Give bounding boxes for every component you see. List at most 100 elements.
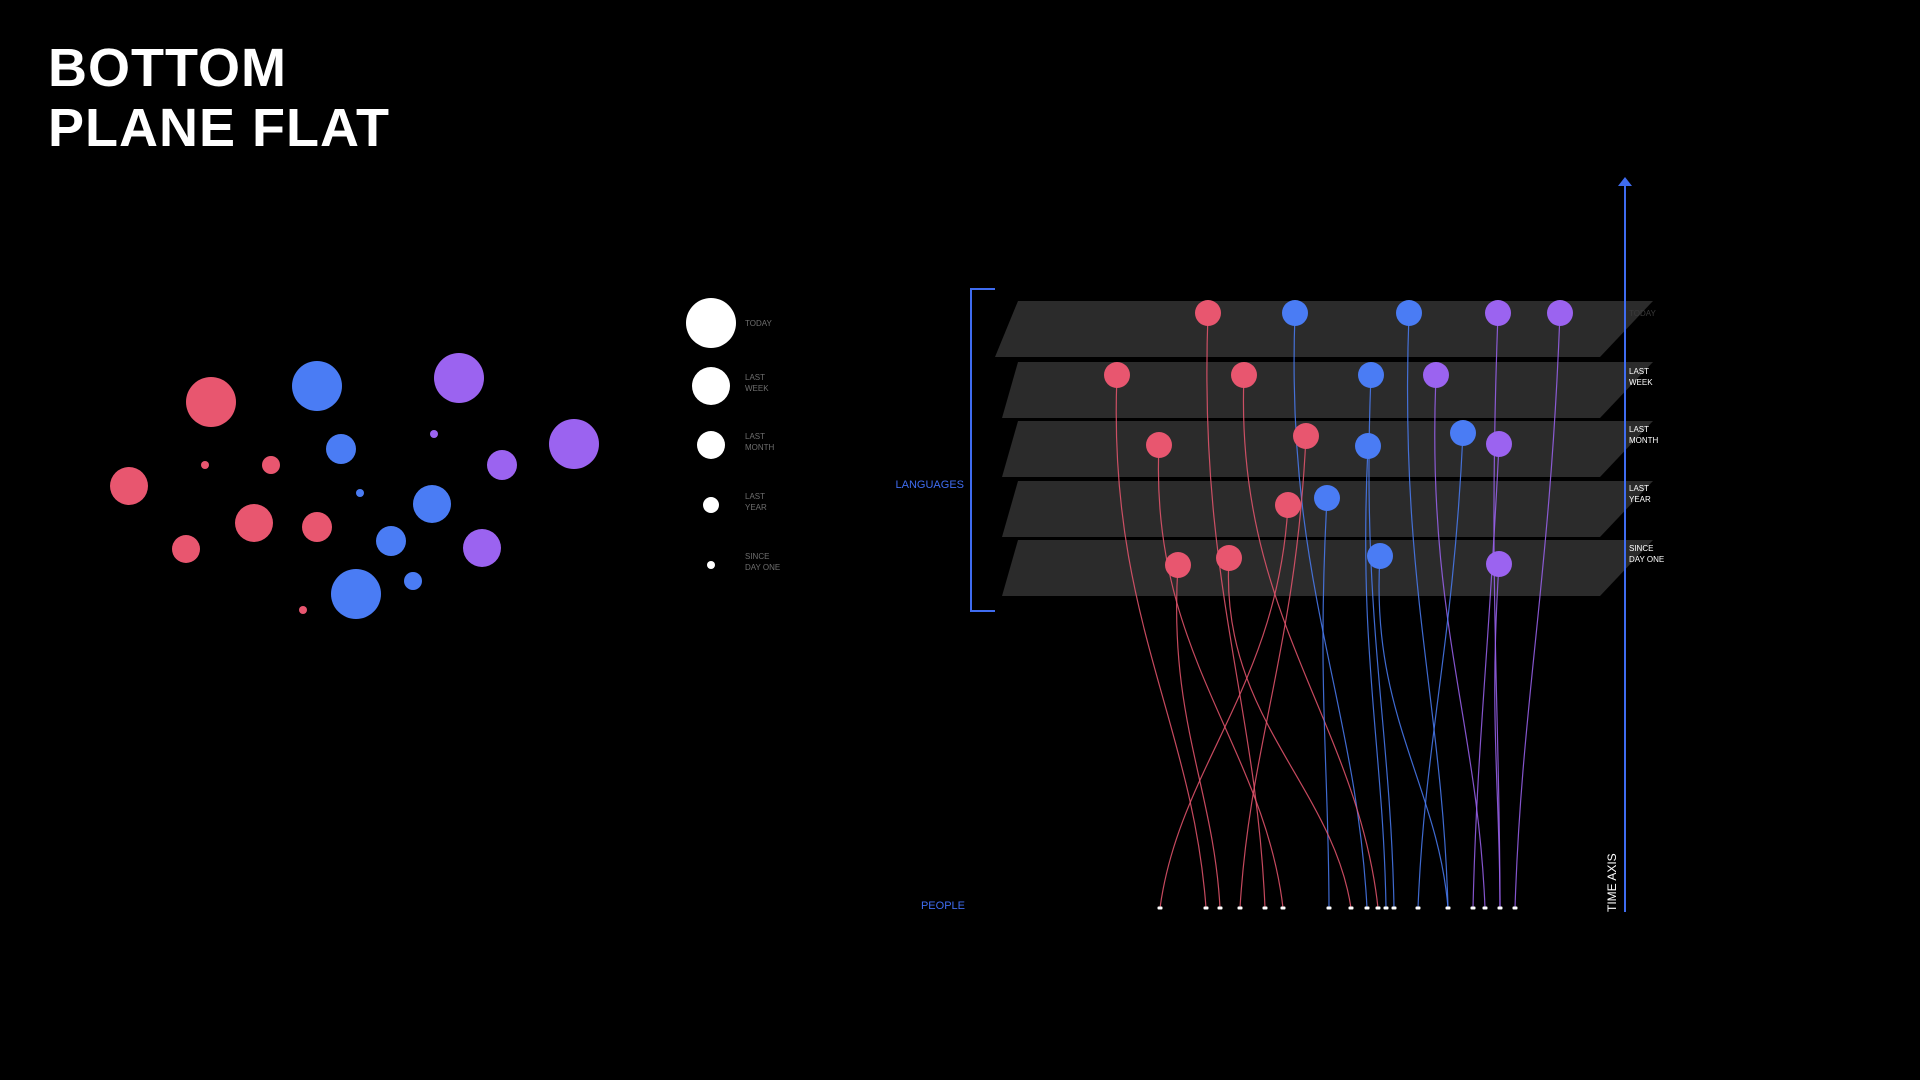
connection-line [1239, 435, 1307, 909]
bubble [376, 526, 406, 556]
plane-label: SINCE [1629, 544, 1653, 553]
language-node [1275, 492, 1301, 518]
plane-label: LAST [1629, 484, 1649, 493]
language-node [1216, 545, 1242, 571]
bubble [292, 361, 342, 411]
page-title: BOTTOM PLANE FLAT [48, 38, 390, 158]
bubble [404, 572, 422, 590]
bubble [235, 504, 273, 542]
bubble [201, 461, 209, 469]
time-plane [1002, 362, 1653, 418]
size-legend: TODAY LAST WEEK LAST MONTH LAST YEAR SINCE DAY O… [686, 298, 780, 572]
connection-line [1378, 555, 1449, 909]
bubble [430, 430, 438, 438]
legend-label: MONTH [745, 443, 775, 452]
legend-label: YEAR [745, 503, 767, 512]
person-marker [1445, 906, 1451, 910]
diagram-axes: LANGUAGES PEOPLE TIME AXIS [896, 177, 1632, 912]
connection-line [1322, 497, 1330, 909]
people-row [1157, 906, 1518, 910]
plane-label: WEEK [1629, 378, 1653, 387]
language-node [1367, 543, 1393, 569]
language-node [1282, 300, 1308, 326]
connection-line [1242, 374, 1379, 909]
layered-time-diagram: TODAY LAST WEEK LAST MONTH LAST YEAR SINCE DAY O… [896, 177, 1664, 912]
connection-line [1115, 374, 1207, 909]
connection-line [1157, 444, 1284, 909]
bubble-cluster [110, 353, 599, 619]
legend-label: WEEK [745, 384, 769, 393]
legend-circle [692, 367, 730, 405]
person-marker [1203, 906, 1209, 910]
bubble [549, 419, 599, 469]
language-node [1396, 300, 1422, 326]
bubble [463, 529, 501, 567]
language-node [1195, 300, 1221, 326]
plane-label: DAY ONE [1629, 555, 1664, 564]
legend-label: LAST [745, 432, 765, 441]
language-nodes [1104, 300, 1573, 578]
language-node [1314, 485, 1340, 511]
connection-line [1494, 563, 1501, 909]
connection-line [1417, 432, 1464, 909]
person-marker [1262, 906, 1268, 910]
connection-line [1227, 557, 1352, 909]
plane-label: MONTH [1629, 436, 1659, 445]
person-marker [1280, 906, 1286, 910]
connection-line [1206, 312, 1266, 909]
plane-label: LAST [1629, 425, 1649, 434]
plane-label: TODAY [1629, 309, 1656, 318]
legend-label: LAST [745, 492, 765, 501]
time-axis-label: TIME AXIS [1605, 853, 1619, 912]
bubble [262, 456, 280, 474]
person-marker [1497, 906, 1503, 910]
language-node [1231, 362, 1257, 388]
language-node [1104, 362, 1130, 388]
legend-circle [707, 561, 715, 569]
bubble [413, 485, 451, 523]
time-planes: TODAY LAST WEEK LAST MONTH LAST YEAR SINCE DAY O… [995, 301, 1664, 596]
language-node [1293, 423, 1319, 449]
legend-label: SINCE [745, 552, 769, 561]
page-title-line-1: BOTTOM [48, 38, 287, 98]
connection-line [1472, 443, 1500, 909]
connection-line [1175, 564, 1221, 909]
person-marker [1391, 906, 1397, 910]
person-marker [1375, 906, 1381, 910]
legend-circle [697, 431, 725, 459]
legend-label: LAST [745, 373, 765, 382]
connection-line [1434, 374, 1486, 909]
language-node [1486, 551, 1512, 577]
language-node [1485, 300, 1511, 326]
language-node [1450, 420, 1476, 446]
person-marker [1470, 906, 1476, 910]
person-marker [1157, 906, 1163, 910]
bubble [302, 512, 332, 542]
person-marker [1383, 906, 1389, 910]
bubble [186, 377, 236, 427]
connection-line [1406, 312, 1449, 909]
time-axis-arrow-icon [1618, 177, 1632, 186]
bubble [299, 606, 307, 614]
connection-lines [1115, 312, 1561, 909]
languages-label: LANGUAGES [896, 479, 964, 491]
connection-line [1514, 312, 1561, 909]
languages-bracket [970, 288, 995, 612]
connection-line [1365, 445, 1387, 909]
time-plane [1002, 421, 1653, 477]
language-node [1146, 432, 1172, 458]
language-node [1165, 552, 1191, 578]
bubble [172, 535, 200, 563]
legend-circle [703, 497, 719, 513]
language-node [1355, 433, 1381, 459]
legend-label: DAY ONE [745, 563, 780, 572]
person-marker [1348, 906, 1354, 910]
language-node [1423, 362, 1449, 388]
people-label: PEOPLE [921, 900, 965, 912]
person-marker [1364, 906, 1370, 910]
person-marker [1512, 906, 1518, 910]
connection-line [1159, 504, 1289, 909]
person-marker [1326, 906, 1332, 910]
language-node [1358, 362, 1384, 388]
